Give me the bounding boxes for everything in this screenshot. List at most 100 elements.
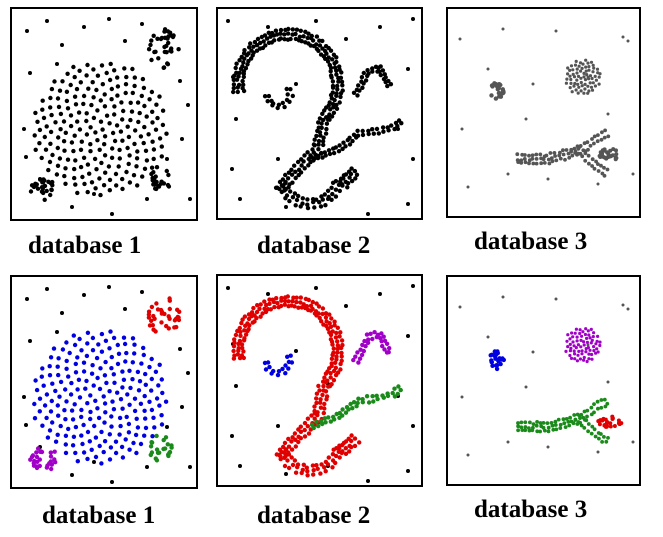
cluster-s-shape-point	[321, 135, 326, 140]
cluster-large-disc-point	[53, 388, 58, 394]
cluster-s-shape-point	[315, 128, 320, 134]
cluster-large-disc-point	[160, 122, 166, 128]
cluster-s-shape-point	[258, 314, 263, 319]
cluster-s-shape-point	[318, 400, 323, 405]
cluster-ring-point	[582, 91, 586, 95]
cluster-branch-point	[534, 152, 539, 157]
cluster-ring-point	[583, 332, 587, 337]
cluster-s-shape-point	[274, 296, 279, 301]
cluster-large-disc-point	[49, 86, 55, 92]
cluster-s-shape-point	[327, 366, 332, 371]
cluster-s-shape-point	[240, 64, 245, 69]
noise-point	[606, 112, 610, 116]
cluster-s-shape-point	[278, 27, 284, 33]
cluster-large-disc-point	[77, 127, 83, 132]
cluster-large-disc-point	[93, 398, 98, 403]
cluster-large-disc-point	[141, 352, 146, 358]
cluster-large-disc-point	[63, 417, 68, 422]
cluster-tip-point	[611, 147, 616, 152]
cluster-large-disc-point	[63, 442, 68, 447]
cluster-large-disc-point	[37, 127, 43, 133]
cluster-s-shape-point	[320, 111, 325, 117]
cluster-tip-point	[601, 154, 606, 159]
cluster-s-shape-point	[349, 444, 354, 450]
cluster-long-arm-point	[311, 158, 316, 163]
cluster-large-disc-point	[102, 373, 108, 378]
noise-point	[606, 380, 610, 384]
cluster-large-disc-point	[73, 182, 78, 187]
cluster-large-disc-point	[47, 428, 53, 433]
cluster-branch-point	[569, 149, 573, 154]
cluster-large-disc-point	[112, 380, 117, 385]
cluster-large-disc-point	[128, 100, 133, 106]
cluster-s-shape-point	[343, 446, 348, 451]
cluster-small-hook-point	[366, 337, 371, 342]
cluster-long-arm-point	[355, 128, 360, 133]
cluster-ring-point	[572, 349, 576, 353]
cluster-top-right-point	[149, 57, 154, 63]
cluster-s-shape-point	[239, 353, 245, 358]
cluster-s-shape-point	[303, 29, 308, 34]
cluster-long-arm-point	[364, 394, 370, 399]
cluster-large-disc-point	[143, 148, 149, 153]
cluster-ring-point	[588, 336, 592, 340]
cluster-ring-point	[585, 359, 589, 364]
cluster-large-disc-point	[48, 105, 53, 110]
cluster-small-hook-point	[365, 68, 370, 73]
cluster-large-disc-point	[102, 142, 107, 147]
cluster-s-shape-point	[331, 110, 337, 116]
cluster-s-shape-point	[340, 449, 345, 454]
cluster-large-disc-point	[46, 167, 51, 173]
cluster-s-shape-point	[251, 50, 256, 55]
cluster-branch-point	[549, 156, 554, 161]
cluster-small-hook-point	[363, 344, 368, 349]
cluster-inner-hook-point	[276, 102, 282, 108]
cluster-large-disc-point	[143, 371, 148, 377]
cluster-long-arm-point	[340, 146, 345, 152]
cluster-large-disc-point	[133, 128, 138, 133]
cluster-branch-point	[602, 135, 607, 140]
cluster-ring-point	[571, 72, 575, 76]
cluster-s-shape-point	[333, 453, 339, 459]
cluster-ring-point	[590, 76, 594, 81]
cluster-s-shape-point	[305, 150, 310, 155]
cluster-ring-point	[595, 67, 600, 71]
cluster-small-blob-point	[489, 93, 494, 98]
cluster-s-shape-point	[329, 75, 334, 80]
cluster-branch-point	[554, 158, 559, 163]
cluster-inner-hook-point	[271, 368, 276, 374]
cluster-large-disc-point	[130, 66, 135, 72]
cluster-branch-point	[516, 428, 520, 433]
cluster-ring-point	[598, 343, 602, 348]
cluster-s-shape-point	[231, 348, 236, 354]
caption-top-db2: database 2	[257, 232, 371, 259]
cluster-bottom-right-point	[153, 186, 158, 191]
cluster-large-disc-point	[35, 119, 40, 125]
cluster-small-hook-point	[356, 360, 361, 365]
cluster-top-right-point	[151, 33, 156, 38]
noise-point	[140, 22, 144, 26]
cluster-large-disc-point	[150, 434, 155, 439]
cluster-s-shape-point	[282, 181, 288, 186]
cluster-long-arm-point	[333, 145, 338, 150]
noise-point	[546, 445, 550, 449]
cluster-large-disc-point	[143, 425, 149, 431]
cluster-large-disc-point	[99, 331, 105, 337]
cluster-branch-point	[584, 418, 589, 423]
cluster-s-shape-point	[318, 471, 323, 476]
cluster-s-shape-point	[241, 82, 246, 88]
cluster-long-arm-point	[341, 140, 346, 145]
cluster-branch-point	[577, 413, 582, 418]
noise-point	[107, 285, 111, 289]
cluster-ring-point	[587, 357, 591, 361]
cluster-small-hook-point	[380, 68, 386, 73]
cluster-small-hook-point	[361, 81, 366, 86]
cluster-s-shape-point	[337, 455, 342, 460]
cluster-large-disc-point	[41, 383, 46, 388]
cluster-large-disc-point	[55, 145, 60, 151]
cluster-large-disc-point	[112, 104, 117, 109]
cluster-ring-point	[574, 327, 578, 331]
cluster-ring-point	[580, 349, 584, 353]
cluster-large-disc-point	[63, 387, 68, 392]
cluster-ring-point	[578, 331, 582, 336]
